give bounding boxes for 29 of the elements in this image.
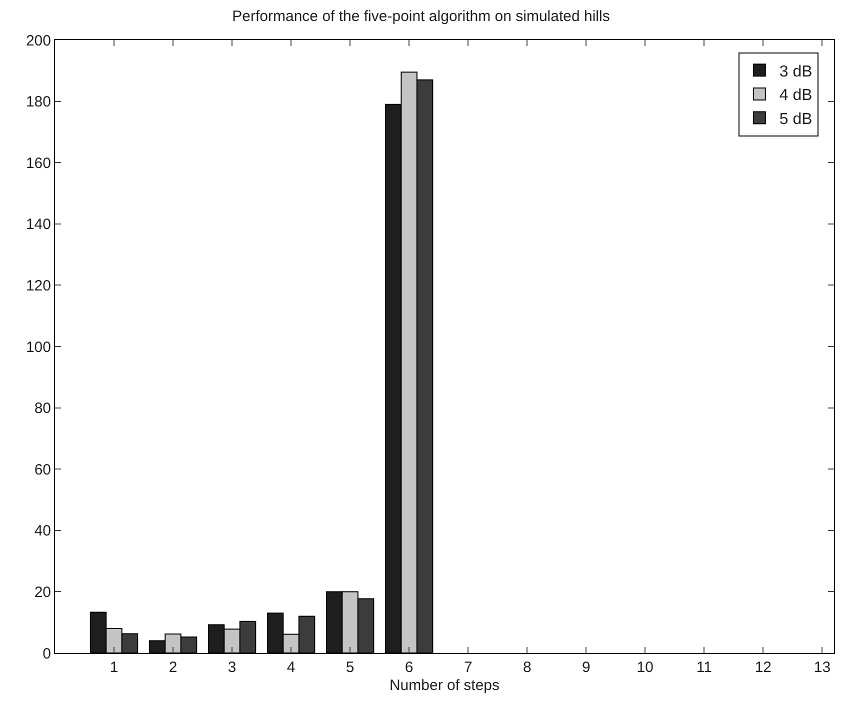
x-tick-label: 1 bbox=[110, 659, 118, 676]
x-tick-label: 11 bbox=[696, 659, 712, 676]
y-tick-label: 40 bbox=[34, 522, 51, 540]
x-axis-title: Number of steps bbox=[389, 677, 500, 694]
chart-title: Performance of the five-point algorithm on simulated hills bbox=[232, 8, 610, 26]
legend-label: 5 dB bbox=[779, 111, 812, 128]
y-tick-label: 120 bbox=[26, 277, 51, 294]
y-tick-label: 60 bbox=[34, 461, 51, 478]
y-tick-label: 180 bbox=[26, 94, 51, 111]
x-tick-label: 9 bbox=[582, 659, 590, 676]
x-tick-label: 6 bbox=[404, 659, 414, 676]
x-tick-label: 7 bbox=[464, 659, 472, 676]
y-tick-label: 80 bbox=[34, 400, 51, 418]
x-tick-label: 10 bbox=[636, 659, 654, 676]
x-tick-label: 5 bbox=[346, 659, 354, 676]
x-tick-label: 2 bbox=[168, 659, 178, 676]
y-tick-label: 140 bbox=[26, 216, 51, 234]
x-tick-label: 8 bbox=[522, 659, 532, 676]
x-tick-label: 3 bbox=[228, 659, 236, 676]
y-tick-label: 20 bbox=[34, 584, 51, 601]
legend-label: 3 dB bbox=[779, 63, 812, 80]
x-tick-label: 13 bbox=[814, 659, 831, 676]
y-tick-label: 0 bbox=[42, 645, 51, 662]
x-tick-label: 12 bbox=[754, 659, 772, 676]
legend-label: 4 dB bbox=[779, 87, 812, 104]
y-tick-label: 200 bbox=[26, 32, 51, 50]
y-tick-label: 100 bbox=[26, 338, 51, 356]
x-tick-label: 4 bbox=[286, 659, 296, 676]
y-tick-label: 160 bbox=[26, 154, 51, 172]
